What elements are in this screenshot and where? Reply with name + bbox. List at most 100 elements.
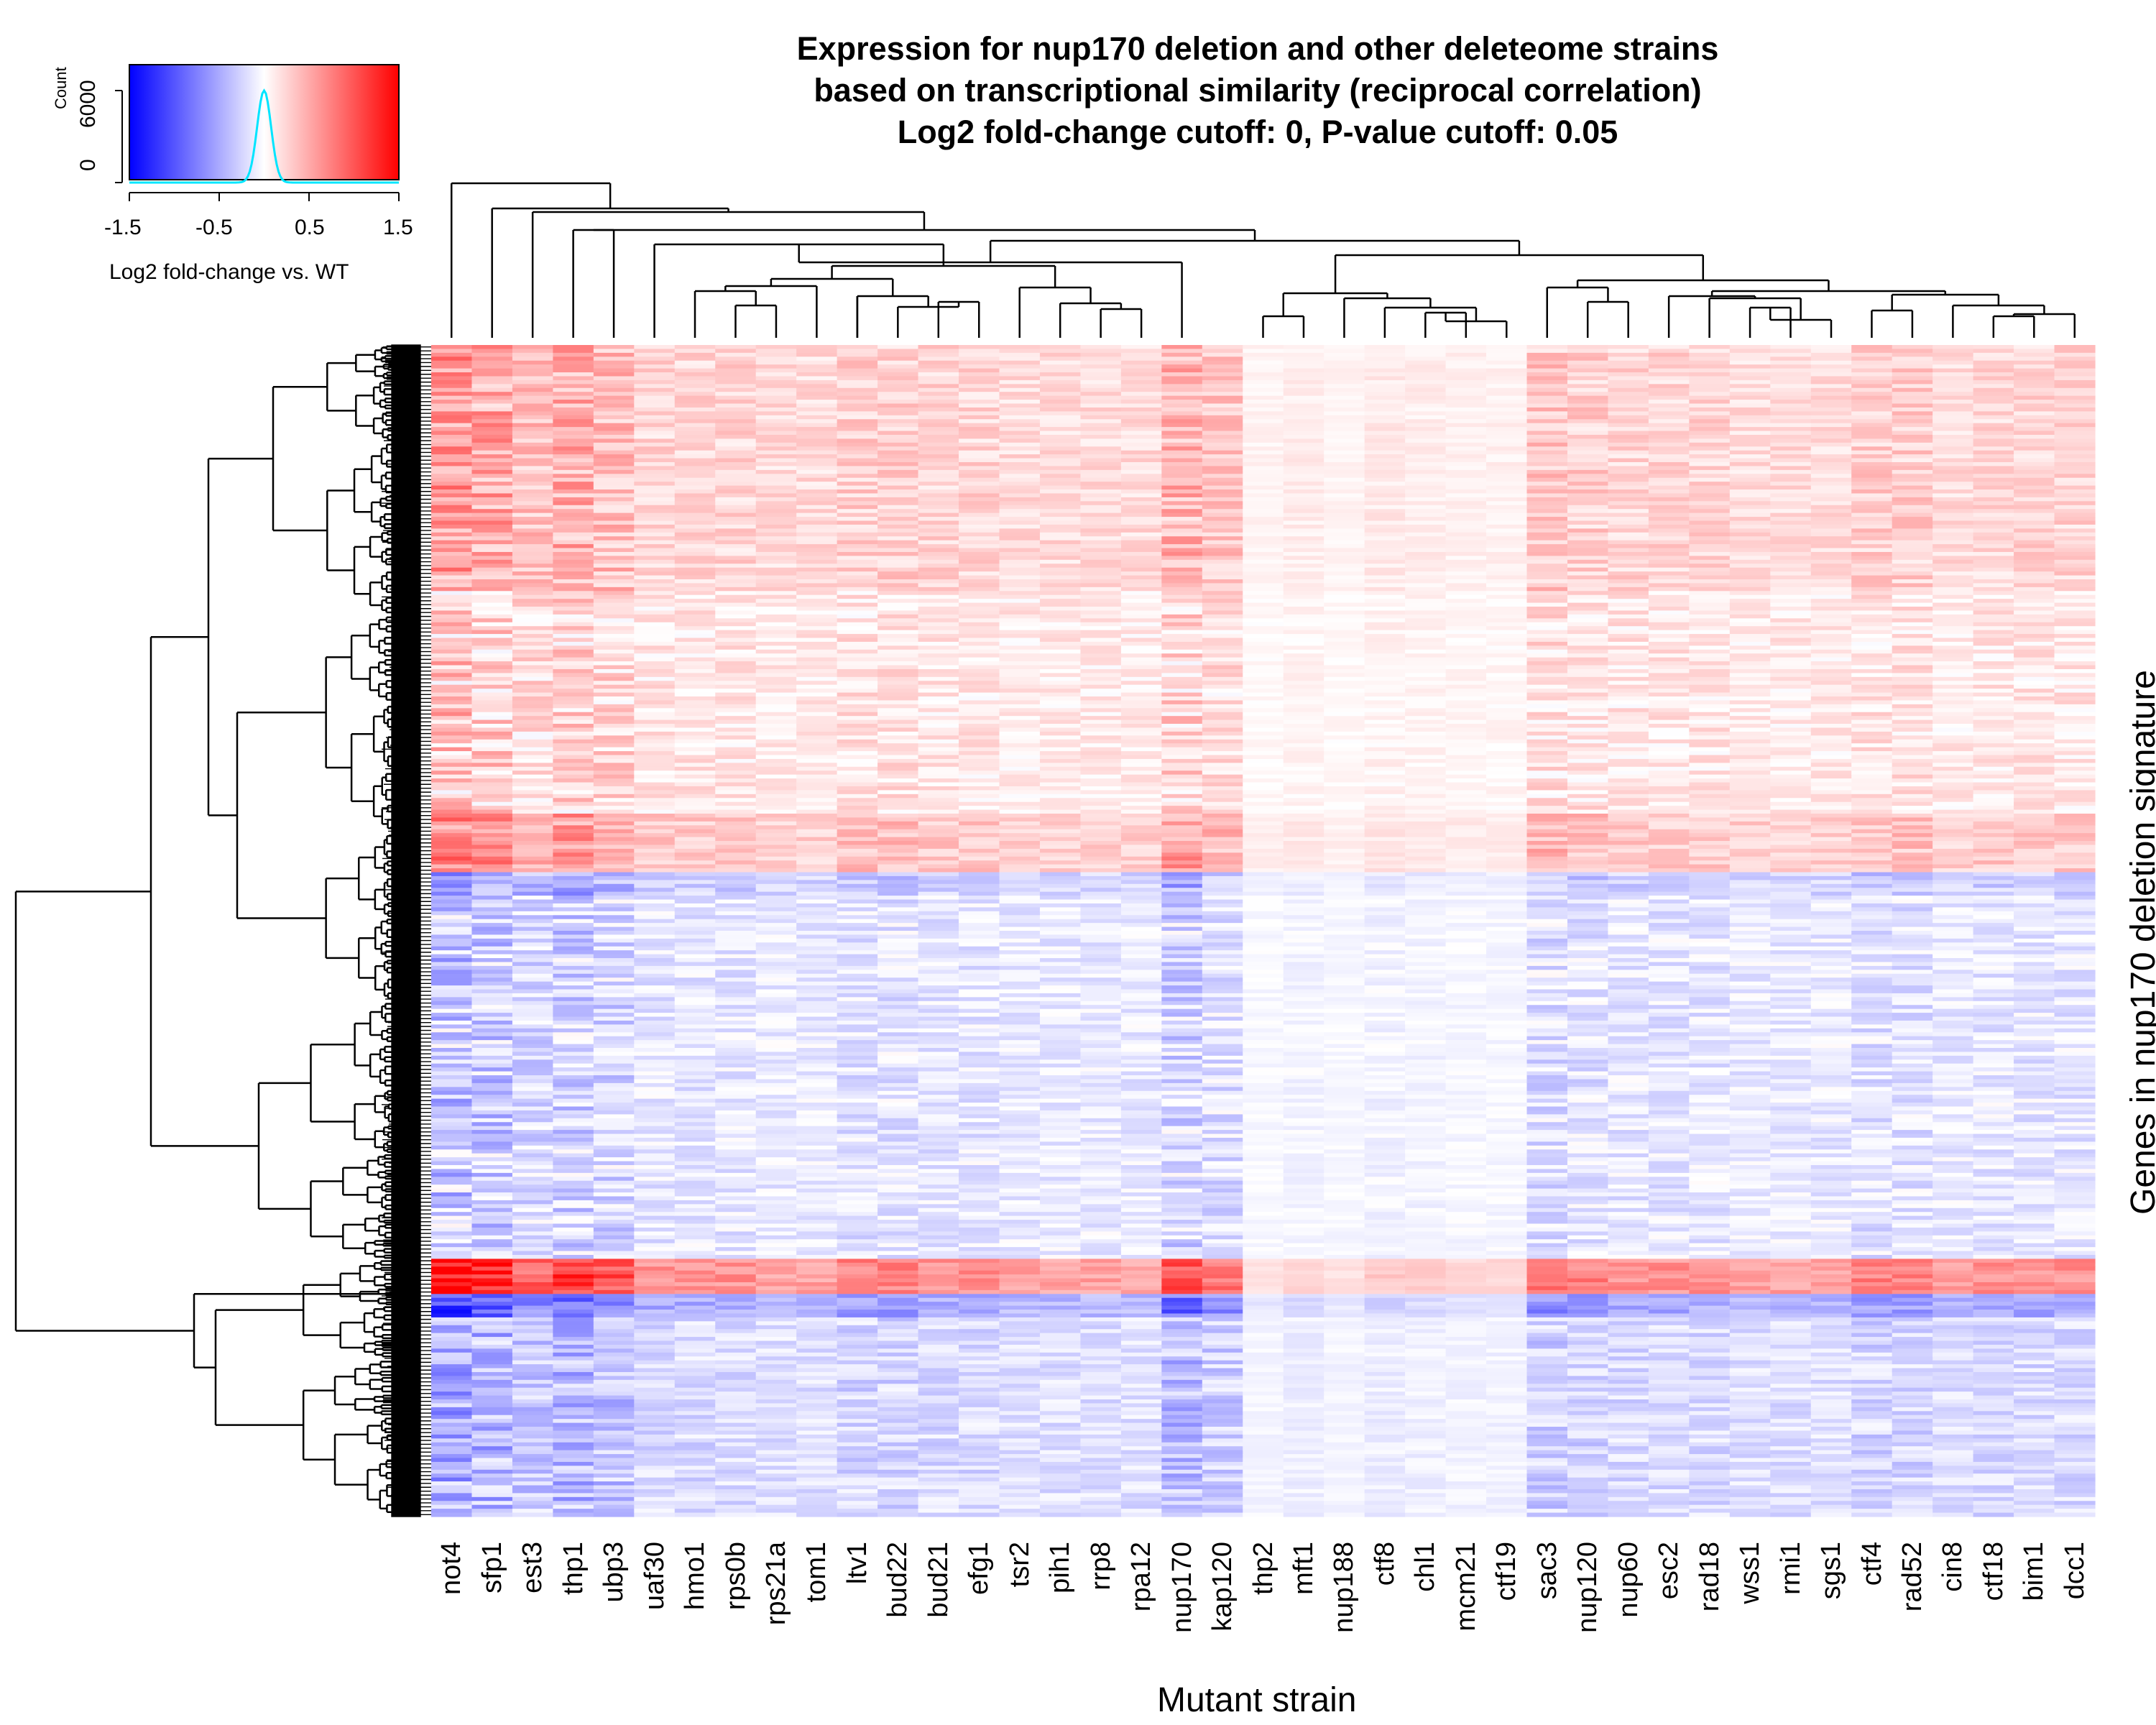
heatmap-cell [959,1461,1000,1466]
heatmap-cell [959,645,1000,650]
heatmap-cell [1039,567,1082,572]
heatmap-cell [512,1227,553,1232]
heatmap-cell [431,645,473,650]
heatmap-cell [674,1133,716,1138]
heatmap-cell [471,532,513,537]
heatmap-cell [999,766,1041,771]
heatmap-cell [715,653,757,658]
heatmap-cell [999,1133,1041,1138]
heatmap-cell [512,1153,553,1158]
heatmap-cell [1039,1481,1082,1486]
heatmap-cell [877,954,919,959]
heatmap-cell [593,1063,635,1068]
heatmap-cell [959,856,1000,861]
heatmap-cell [471,618,513,623]
heatmap-cell [593,958,635,963]
heatmap-cell [1080,661,1122,666]
heatmap-cell [918,482,959,487]
heatmap-cell [553,1302,594,1307]
heatmap-cell [1080,403,1122,408]
heatmap-cell [1080,950,1122,955]
heatmap-cell [431,1399,473,1404]
heatmap-cell [471,1259,513,1264]
heatmap-cell [796,1052,838,1057]
heatmap-cell [634,469,676,474]
heatmap-cell [755,676,797,681]
heatmap-cell [1039,1137,1082,1142]
heatmap-cell [959,1379,1000,1384]
heatmap-cell [593,962,635,967]
heatmap-cell [755,1032,797,1037]
heatmap-cell [553,638,594,643]
heatmap-cell [837,1333,878,1338]
heatmap-cell [796,551,838,556]
heatmap-cell [1039,559,1082,564]
heatmap-cell [999,442,1041,447]
heatmap-cell [431,1095,473,1100]
heatmap-cell [593,1477,635,1482]
heatmap-cell [715,352,757,357]
heatmap-cell [471,1427,513,1432]
heatmap-cell [999,544,1041,549]
heatmap-cell [796,1411,838,1416]
heatmap-cell [999,1392,1041,1397]
heatmap-cell [1039,919,1082,924]
heatmap-cell [512,1352,553,1357]
heatmap-cell [553,384,594,389]
heatmap-cell [1039,1348,1082,1353]
heatmap-cell [1039,1103,1082,1108]
heatmap-cell [1039,673,1082,678]
heatmap-cell [715,665,757,670]
heatmap-cell [634,946,676,951]
heatmap-cell [471,758,513,763]
heatmap-cell [553,837,594,842]
heatmap-cell [593,352,635,357]
heatmap-cell [918,1446,959,1451]
heatmap-cell [553,1297,594,1302]
heatmap-cell [674,1208,716,1213]
heatmap-cell [796,1419,838,1424]
heatmap-cell [512,923,553,928]
heatmap-cell [674,1227,716,1232]
heatmap-cell [959,743,1000,748]
heatmap-cell [512,1286,553,1291]
heatmap-cell [959,1231,1000,1236]
heatmap-cell [715,1458,757,1463]
heatmap-cell [796,419,838,424]
heatmap-cell [959,1204,1000,1209]
heatmap-cell [837,1032,878,1037]
heatmap-cell [431,1454,473,1459]
heatmap-cell [837,1020,878,1025]
heatmap-cell [999,1321,1041,1326]
heatmap-cell [471,978,513,983]
heatmap-cell [796,814,838,819]
heatmap-cell [593,1110,635,1115]
heatmap-cell [593,1122,635,1127]
heatmap-cell [1039,618,1082,623]
heatmap-cell [755,1392,797,1397]
heatmap-cell [593,1485,635,1490]
heatmap-cell [634,724,676,729]
heatmap-cell [593,934,635,939]
heatmap-cell [553,1450,594,1455]
heatmap-cell [553,614,594,619]
heatmap-cell [431,551,473,556]
heatmap-cell [512,689,553,694]
heatmap-cell [512,368,553,373]
heatmap-cell [999,1149,1041,1154]
heatmap-cell [471,1157,513,1162]
heatmap-cell [999,1259,1041,1264]
heatmap-cell [674,774,716,779]
heatmap-cell [1039,681,1082,686]
heatmap-cell [877,896,919,901]
heatmap-cell [674,1243,716,1248]
heatmap-cell [634,1266,676,1271]
heatmap-cell [877,1403,919,1408]
heatmap-cell [553,848,594,853]
heatmap-cell [837,1376,878,1381]
heatmap-cell [715,1247,757,1252]
heatmap-cell [796,837,838,842]
heatmap-cell [1080,559,1122,564]
heatmap-cell [999,1414,1041,1420]
heatmap-cell [674,1055,716,1060]
